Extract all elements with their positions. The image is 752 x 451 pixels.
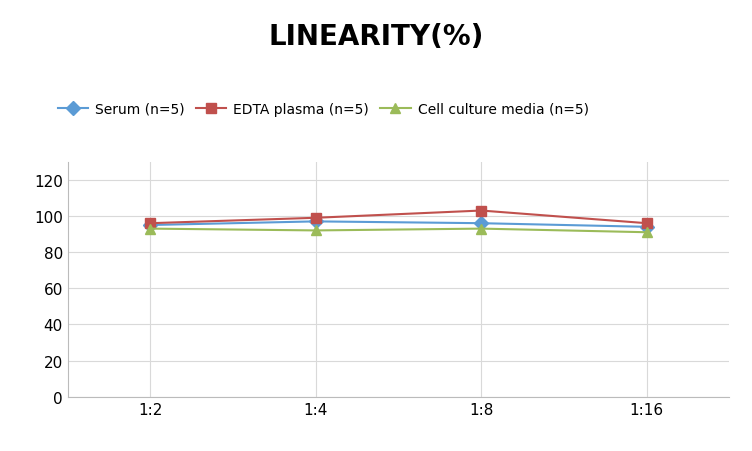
Serum (n=5) <box>477 221 486 226</box>
Cell culture media (n=5) <box>642 230 651 235</box>
EDTA plasma (n=5) <box>477 208 486 214</box>
Serum (n=5) <box>146 223 155 228</box>
Text: LINEARITY(%): LINEARITY(%) <box>268 23 484 51</box>
Cell culture media (n=5) <box>146 226 155 232</box>
Cell culture media (n=5) <box>477 226 486 232</box>
EDTA plasma (n=5) <box>311 216 320 221</box>
Line: Serum (n=5): Serum (n=5) <box>146 217 651 232</box>
Line: EDTA plasma (n=5): EDTA plasma (n=5) <box>146 206 651 229</box>
Serum (n=5) <box>642 225 651 230</box>
Legend: Serum (n=5), EDTA plasma (n=5), Cell culture media (n=5): Serum (n=5), EDTA plasma (n=5), Cell cul… <box>52 97 594 122</box>
Cell culture media (n=5) <box>311 228 320 234</box>
Line: Cell culture media (n=5): Cell culture media (n=5) <box>146 224 651 238</box>
EDTA plasma (n=5) <box>642 221 651 226</box>
Serum (n=5) <box>311 219 320 225</box>
EDTA plasma (n=5) <box>146 221 155 226</box>
